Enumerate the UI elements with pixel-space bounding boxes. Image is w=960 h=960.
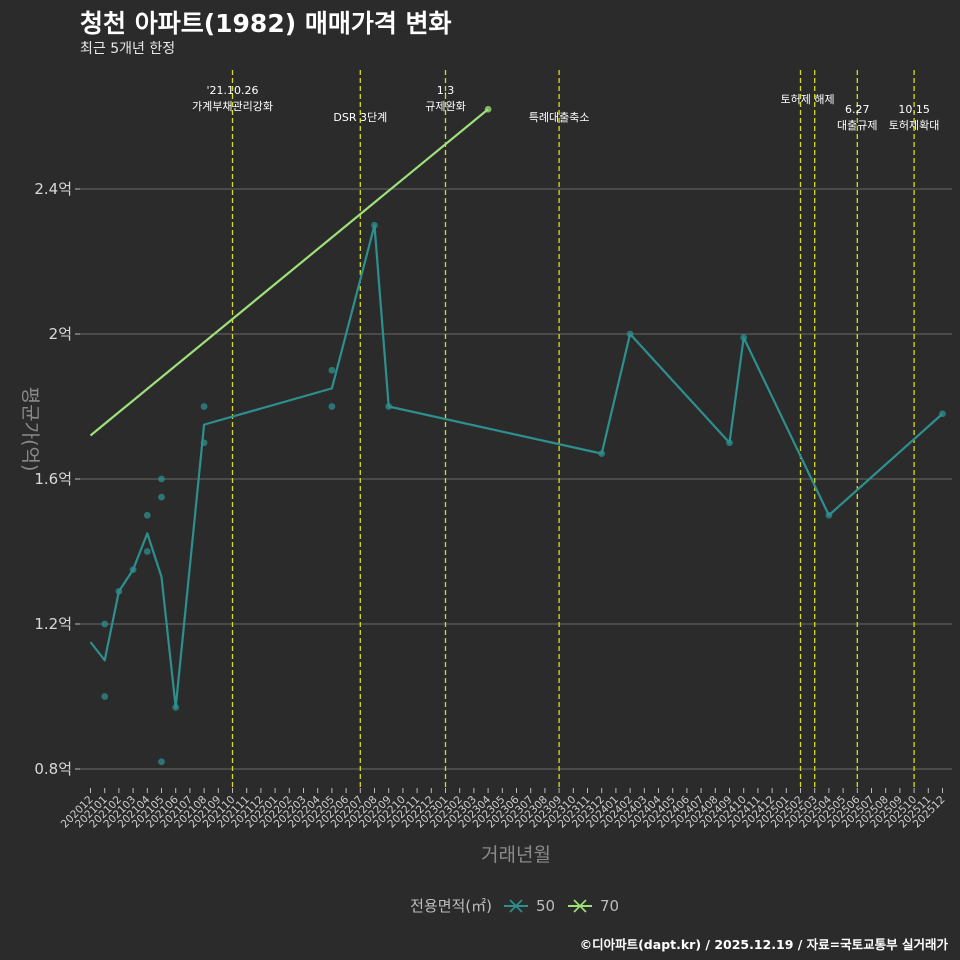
series-50-point bbox=[158, 475, 165, 483]
policy-annotation: 특례대출축소 bbox=[529, 111, 590, 124]
policy-lines bbox=[231, 70, 915, 788]
series-50-point bbox=[101, 693, 109, 700]
series-50-point bbox=[740, 334, 748, 342]
series-50-point bbox=[158, 493, 165, 501]
series-50-point bbox=[172, 703, 180, 711]
y-tick-label: 1.6억 bbox=[34, 470, 72, 488]
series-50-point bbox=[385, 403, 393, 410]
y-tick-label: 2.4억 bbox=[34, 180, 72, 198]
policy-annotation-line: 6.27 bbox=[845, 103, 870, 116]
policy-annotation-line: 대출규제 bbox=[837, 119, 877, 132]
series-50-point bbox=[598, 450, 606, 458]
policy-annotation-line: 토허제 해제 bbox=[781, 92, 835, 106]
series-50-point bbox=[115, 587, 123, 595]
legend-title: 전용면적(㎡) bbox=[410, 897, 492, 915]
policy-annotation: DSR 3단계 bbox=[333, 111, 387, 124]
series-50-point bbox=[143, 511, 151, 519]
policy-annotation: '21.10.26 가계부채관리강화 bbox=[192, 84, 273, 113]
y-tick-label: 1.2억 bbox=[34, 615, 72, 633]
policy-annotation-line: '21.10.26 bbox=[206, 84, 258, 97]
grid-lines bbox=[80, 188, 952, 770]
policy-annotation-line: DSR 3단계 bbox=[333, 111, 387, 124]
series-50-point bbox=[143, 548, 151, 555]
legend-label-70: 70 bbox=[600, 897, 619, 915]
series-50-point bbox=[626, 330, 634, 338]
y-tick-label: 0.8억 bbox=[34, 760, 72, 778]
chart-subtitle: 최근 5개년 한정 bbox=[80, 41, 176, 57]
series-50-point bbox=[200, 439, 208, 447]
policy-annotation-line: 가계부채관리강화 bbox=[192, 100, 273, 113]
legend-items: 50 70 bbox=[504, 897, 619, 915]
series-50-point bbox=[328, 366, 336, 374]
series-layer bbox=[89, 105, 946, 766]
y-axis: 0.8억 1.2억 1.6억 2억 2.4억 bbox=[34, 180, 80, 778]
series-50-point bbox=[158, 758, 165, 766]
series-50-point bbox=[726, 439, 733, 447]
series-50-point bbox=[825, 511, 833, 519]
chart-title: 청천 아파트(1982) 매매가격 변화 bbox=[80, 9, 452, 38]
series-50-point bbox=[939, 410, 946, 418]
policy-annotation-line: 토허제확대 bbox=[889, 119, 940, 132]
series-50-line bbox=[89, 224, 944, 709]
series-50-point bbox=[129, 566, 137, 574]
policy-annotation-line: 10.15 bbox=[898, 103, 930, 116]
policy-annotation: 토허제 해제 bbox=[781, 92, 835, 106]
policy-annotation-line: 특례대출축소 bbox=[529, 111, 590, 124]
policy-annotation: 6.27 대출규제 bbox=[837, 103, 877, 132]
policy-annotation: 1.3 규제완화 bbox=[425, 84, 465, 113]
policy-annotation-line: 1.3 bbox=[437, 84, 455, 97]
legend: 전용면적(㎡) 50 70 bbox=[410, 897, 619, 915]
series-50-point bbox=[371, 221, 378, 229]
x-axis: 2020122021012021022021032021042021052021… bbox=[59, 788, 948, 830]
policy-annotation: 10.15 토허제확대 bbox=[889, 103, 940, 132]
policy-annotation-line: 규제완화 bbox=[425, 100, 465, 113]
x-axis-label: 거래년월 bbox=[481, 844, 551, 866]
legend-key-70-cross bbox=[573, 899, 587, 913]
y-axis-label: 평균가(억) bbox=[19, 387, 41, 472]
legend-key-50-cross bbox=[509, 899, 523, 913]
y-tick-label: 2억 bbox=[49, 325, 72, 343]
series-70-line bbox=[89, 108, 489, 437]
series-70-point bbox=[484, 105, 492, 113]
series-50-point bbox=[200, 403, 208, 410]
series-50-point bbox=[328, 403, 336, 410]
legend-label-50: 50 bbox=[536, 897, 555, 915]
series-50-point bbox=[101, 620, 109, 628]
source-caption: ©디아파트(dapt.kr) / 2025.12.19 / 자료=국토교통부 실… bbox=[579, 937, 948, 952]
